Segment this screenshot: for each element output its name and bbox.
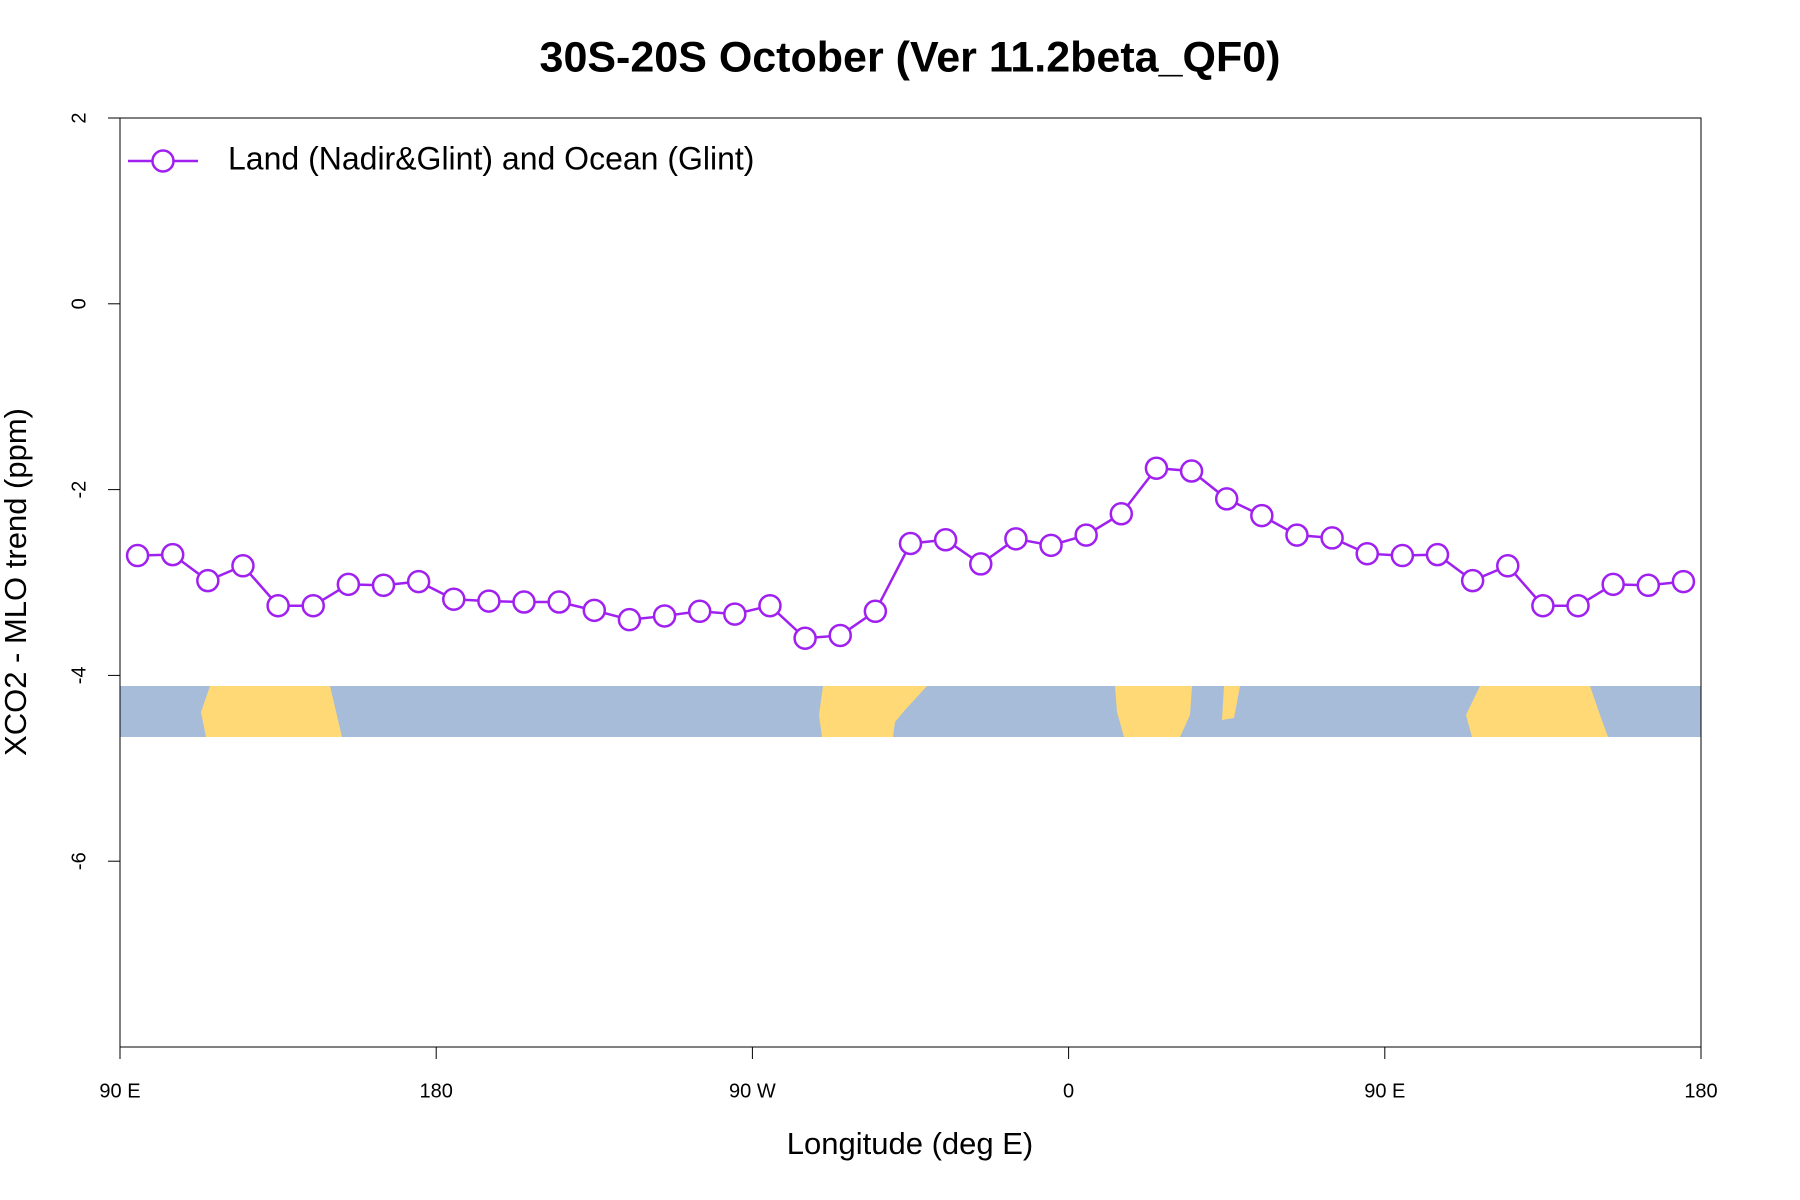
point bbox=[1039, 533, 1063, 558]
y-tick-label: 0 bbox=[68, 298, 90, 309]
x-tick-label: 90 E bbox=[99, 1080, 140, 1102]
point bbox=[863, 599, 888, 624]
point bbox=[1531, 593, 1555, 618]
point bbox=[442, 587, 466, 611]
point bbox=[1074, 523, 1098, 547]
x-tick-label: 180 bbox=[420, 1080, 453, 1102]
x-tick-label: 180 bbox=[1684, 1080, 1717, 1102]
land bbox=[819, 686, 927, 737]
point bbox=[1250, 503, 1274, 528]
point bbox=[1144, 456, 1169, 480]
point bbox=[1671, 569, 1696, 594]
land bbox=[201, 686, 342, 737]
point bbox=[547, 590, 571, 614]
chart-title: 30S-20S October (Ver 11.2beta_QF0) bbox=[540, 33, 1281, 81]
point bbox=[266, 593, 290, 618]
y-tick-label: -2 bbox=[68, 481, 90, 499]
point bbox=[1496, 554, 1520, 578]
point bbox=[793, 626, 817, 650]
land bbox=[1222, 686, 1240, 720]
point bbox=[1636, 573, 1661, 598]
point bbox=[652, 604, 677, 628]
point bbox=[617, 607, 642, 632]
map-strip bbox=[120, 686, 1701, 737]
x-tick-label: 0 bbox=[1063, 1080, 1074, 1102]
point bbox=[371, 573, 396, 598]
point bbox=[828, 623, 852, 648]
point bbox=[196, 568, 220, 593]
point bbox=[933, 528, 958, 552]
point bbox=[1425, 542, 1450, 567]
point bbox=[336, 572, 361, 597]
y-tick-label: -6 bbox=[68, 852, 90, 870]
point bbox=[125, 543, 150, 568]
point bbox=[301, 593, 325, 618]
point bbox=[1601, 572, 1625, 597]
point bbox=[1179, 459, 1204, 483]
point bbox=[1460, 568, 1485, 593]
x-axis-label: Longitude (deg E) bbox=[787, 1126, 1033, 1161]
legend-marker bbox=[151, 149, 175, 173]
y-axis-label: XCO2 - MLO trend (ppm) bbox=[0, 408, 33, 756]
point bbox=[406, 569, 431, 594]
x-tick-label: 90 E bbox=[1364, 1080, 1405, 1102]
point bbox=[723, 602, 747, 626]
point bbox=[160, 542, 185, 567]
point bbox=[1109, 502, 1134, 526]
plot-frame bbox=[119, 117, 1702, 1048]
point bbox=[1214, 487, 1239, 511]
land bbox=[1466, 686, 1608, 737]
point bbox=[1285, 523, 1309, 547]
point bbox=[1004, 527, 1028, 551]
point bbox=[1566, 593, 1590, 618]
y-tick-label: 2 bbox=[68, 112, 90, 123]
point bbox=[512, 590, 536, 614]
point bbox=[898, 531, 923, 556]
x-tick-label: 90 W bbox=[729, 1080, 776, 1102]
point bbox=[1320, 526, 1344, 550]
point bbox=[687, 599, 712, 624]
land bbox=[1115, 686, 1192, 737]
y-tick-label: -4 bbox=[68, 667, 90, 685]
point bbox=[477, 589, 501, 613]
legend-label: Land (Nadir&Glint) and Ocean (Glint) bbox=[228, 140, 754, 176]
point bbox=[231, 554, 255, 578]
point bbox=[582, 598, 607, 623]
point bbox=[758, 593, 782, 618]
point bbox=[1390, 543, 1415, 568]
point bbox=[969, 552, 993, 576]
point bbox=[1355, 541, 1379, 566]
